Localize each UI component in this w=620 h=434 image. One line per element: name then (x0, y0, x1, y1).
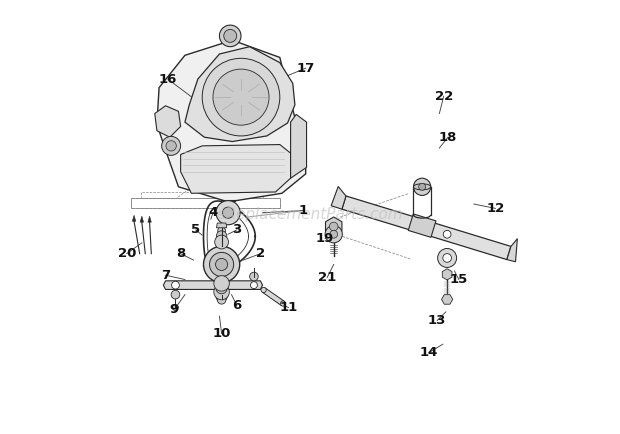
Circle shape (218, 227, 226, 235)
Polygon shape (331, 187, 346, 209)
Text: 6: 6 (232, 299, 241, 312)
Polygon shape (342, 196, 511, 260)
Circle shape (224, 30, 237, 43)
Polygon shape (148, 216, 151, 222)
Text: 2: 2 (256, 247, 265, 260)
Text: 16: 16 (159, 72, 177, 85)
Text: 20: 20 (118, 247, 136, 260)
Text: 3: 3 (232, 224, 241, 237)
Circle shape (414, 178, 431, 195)
Circle shape (210, 252, 234, 276)
Circle shape (330, 230, 338, 238)
Text: 1: 1 (299, 204, 308, 217)
Circle shape (443, 253, 451, 262)
Text: 22: 22 (435, 90, 453, 103)
Polygon shape (132, 215, 136, 221)
Text: 5: 5 (191, 224, 200, 237)
Text: 11: 11 (280, 301, 298, 314)
Text: 10: 10 (213, 327, 231, 340)
Circle shape (261, 287, 266, 293)
Polygon shape (216, 223, 227, 228)
Polygon shape (180, 145, 291, 193)
Circle shape (216, 291, 227, 302)
Text: 9: 9 (170, 303, 179, 316)
Polygon shape (507, 239, 518, 262)
Text: 4: 4 (208, 206, 218, 219)
Text: 13: 13 (428, 314, 446, 327)
Polygon shape (408, 214, 436, 237)
Circle shape (213, 69, 269, 125)
Circle shape (329, 222, 338, 231)
Text: 8: 8 (176, 247, 185, 260)
Circle shape (214, 284, 229, 300)
Circle shape (280, 301, 286, 306)
Circle shape (223, 207, 234, 218)
Text: 7: 7 (161, 269, 170, 282)
Polygon shape (441, 295, 453, 304)
Circle shape (214, 276, 229, 291)
Circle shape (216, 258, 228, 270)
Polygon shape (291, 115, 306, 178)
Circle shape (172, 281, 179, 289)
Circle shape (443, 230, 451, 238)
Circle shape (250, 282, 257, 289)
Circle shape (216, 283, 227, 294)
Circle shape (421, 222, 432, 233)
Polygon shape (155, 106, 180, 137)
Text: 18: 18 (439, 131, 457, 144)
Text: 14: 14 (419, 346, 438, 359)
Circle shape (325, 226, 342, 243)
Polygon shape (164, 281, 262, 289)
Circle shape (418, 183, 425, 190)
Circle shape (172, 305, 179, 311)
Circle shape (202, 58, 280, 136)
Text: 19: 19 (316, 232, 334, 245)
Circle shape (219, 25, 241, 47)
Polygon shape (262, 288, 285, 306)
Text: 17: 17 (296, 62, 315, 75)
Text: 15: 15 (450, 273, 468, 286)
Ellipse shape (414, 184, 431, 190)
Text: eReplacementParts.com: eReplacementParts.com (216, 207, 404, 222)
Circle shape (438, 249, 456, 267)
Circle shape (217, 296, 226, 304)
Circle shape (216, 231, 227, 241)
Text: 12: 12 (486, 202, 505, 215)
Polygon shape (326, 217, 342, 236)
Circle shape (250, 272, 259, 281)
Circle shape (216, 201, 240, 225)
Circle shape (203, 247, 240, 283)
Text: 21: 21 (318, 271, 337, 284)
Circle shape (162, 136, 180, 155)
Circle shape (166, 141, 176, 151)
Polygon shape (140, 216, 144, 222)
Polygon shape (157, 40, 306, 202)
Circle shape (171, 290, 180, 299)
Circle shape (215, 235, 229, 249)
Polygon shape (442, 269, 452, 280)
Circle shape (217, 280, 226, 290)
Polygon shape (185, 47, 295, 141)
